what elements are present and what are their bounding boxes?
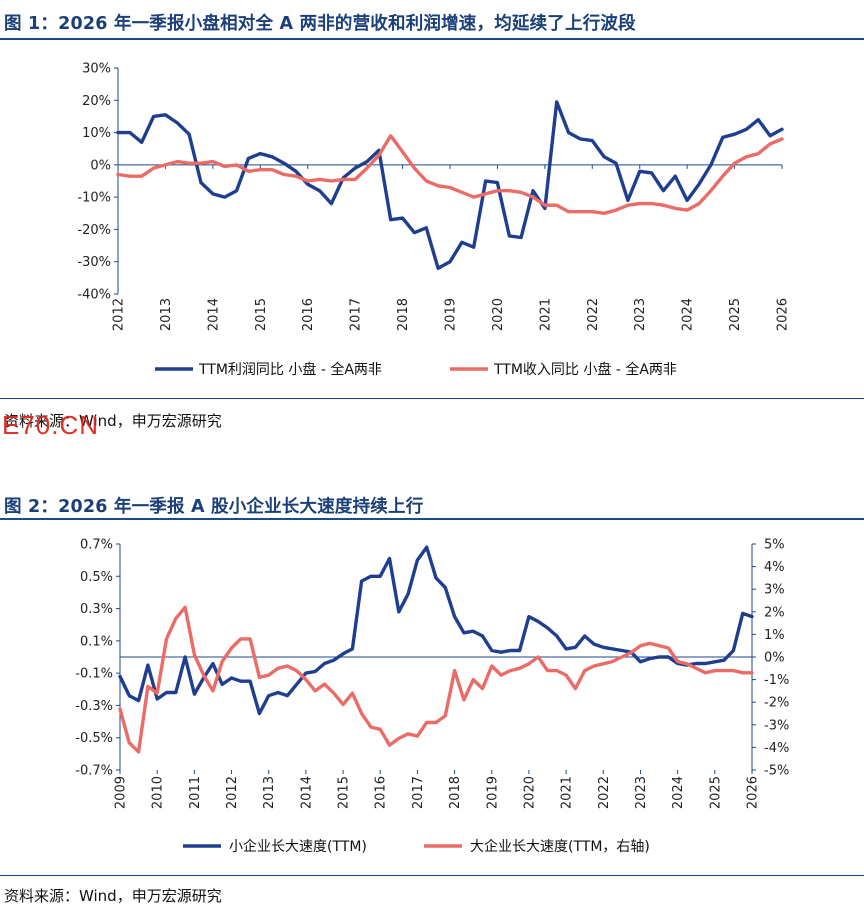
x-tick-label: 2020 (491, 298, 506, 331)
y-tick-label: 10% (82, 126, 111, 141)
figure-2-title: 图 2：2026 年一季报 A 股小企业长大速度持续上行 (4, 497, 424, 517)
y-tick-label: -0.3% (75, 699, 113, 714)
figure-2-source-rule (0, 875, 864, 876)
x-tick-label: 2022 (597, 776, 612, 809)
x-tick-label: 2017 (411, 776, 426, 809)
x-tick-label: 2018 (396, 298, 411, 331)
x-tick-label: 2013 (262, 776, 277, 809)
x-tick-label: 2015 (254, 298, 269, 331)
y2-tick-label: 5% (764, 538, 785, 553)
x-tick-label: 2018 (448, 776, 463, 809)
y-tick-label: -40% (77, 288, 111, 303)
legend-label-2: TTM收入同比 小盘 - 全A两非 (493, 361, 677, 378)
x-tick-label: 2009 (114, 776, 129, 809)
y-tick-label: 20% (82, 94, 111, 109)
x-tick-label: 2020 (522, 776, 537, 809)
y-tick-label: -30% (77, 255, 111, 270)
x-tick-label: 2012 (225, 776, 240, 809)
x-tick-label: 2015 (337, 776, 352, 809)
x-tick-label: 2012 (112, 298, 127, 331)
y-tick-label: -0.5% (75, 731, 113, 746)
y2-tick-label: -1% (764, 673, 789, 688)
y2-tick-label: -5% (764, 764, 789, 779)
x-tick-label: 2024 (671, 776, 686, 809)
y-tick-label: 0.5% (80, 570, 113, 585)
figure-2-title-rule (0, 518, 864, 520)
legend-label-2: 大企业长大速度(TTM，右轴) (470, 838, 650, 855)
figure-1-title: 图 1：2026 年一季报小盘相对全 A 两非的营收和利润增速，均延续了上行波段 (4, 14, 636, 34)
legend-label-1: 小企业长大速度(TTM) (229, 838, 367, 855)
y-tick-label: -20% (77, 223, 111, 238)
x-tick-label: 2010 (151, 776, 166, 809)
y2-tick-label: -2% (764, 696, 789, 711)
y2-tick-label: 2% (764, 605, 785, 620)
y-tick-label: -0.7% (75, 764, 113, 779)
series-line-2 (118, 605, 754, 754)
figure-1-chart: 30% 20% 10% 0% -10% -20% -30% -40%2012 2013 2014 2… (77, 62, 791, 379)
x-tick-label: 2024 (681, 298, 696, 331)
x-tick-label: 2011 (188, 776, 203, 809)
figure-1-source: 资料来源：Wind，申万宏源研究 (4, 412, 222, 430)
y-tick-label: 0.7% (80, 538, 113, 553)
y2-tick-label: 1% (764, 628, 785, 643)
series-line-2 (116, 134, 784, 215)
series-line-1 (118, 545, 754, 716)
y2-tick-label: 3% (764, 583, 785, 598)
figure-2-chart: 0.7% 0.5% 0.3% 0.1% -0.1% -0.3% -0.5% -0.7% 5% 4%… (75, 538, 789, 856)
x-tick-label: 2021 (560, 776, 575, 809)
y-tick-label: -0.1% (75, 667, 113, 682)
y-tick-label: -10% (77, 191, 111, 206)
x-tick-label: 2025 (728, 298, 743, 331)
x-tick-label: 2016 (301, 298, 316, 331)
figure-2-source: 资料来源：Wind，申万宏源研究 (4, 887, 222, 905)
x-tick-label: 2019 (485, 776, 500, 809)
x-tick-label: 2016 (374, 776, 389, 809)
x-tick-label: 2023 (634, 776, 649, 809)
y-tick-label: 30% (82, 62, 111, 77)
x-tick-label: 2023 (633, 298, 648, 331)
watermark: E70.CN (2, 410, 100, 440)
x-tick-label: 2014 (206, 298, 221, 331)
figure-1-source-rule (0, 398, 864, 399)
x-tick-label: 2019 (444, 298, 459, 331)
y2-tick-label: -4% (764, 741, 789, 756)
x-tick-label: 2021 (538, 298, 553, 331)
x-tick-label: 2017 (349, 298, 364, 331)
x-tick-label: 2013 (159, 298, 174, 331)
x-tick-label: 2025 (708, 776, 723, 809)
y2-tick-label: 0% (764, 651, 785, 666)
y-tick-label: 0.1% (80, 634, 113, 649)
series-line-1 (116, 100, 784, 270)
y2-tick-label: 4% (764, 560, 785, 575)
figure-1-title-rule (0, 38, 864, 40)
x-tick-label: 2022 (586, 298, 601, 331)
y2-tick-label: -3% (764, 718, 789, 733)
x-tick-label: 2014 (299, 776, 314, 809)
x-tick-label: 2026 (776, 298, 791, 331)
legend-label-1: TTM利润同比 小盘 - 全A两非 (198, 361, 382, 378)
x-tick-label: 2026 (746, 776, 761, 809)
y-tick-label: 0.3% (80, 602, 113, 617)
y-tick-label: 0% (90, 158, 111, 173)
